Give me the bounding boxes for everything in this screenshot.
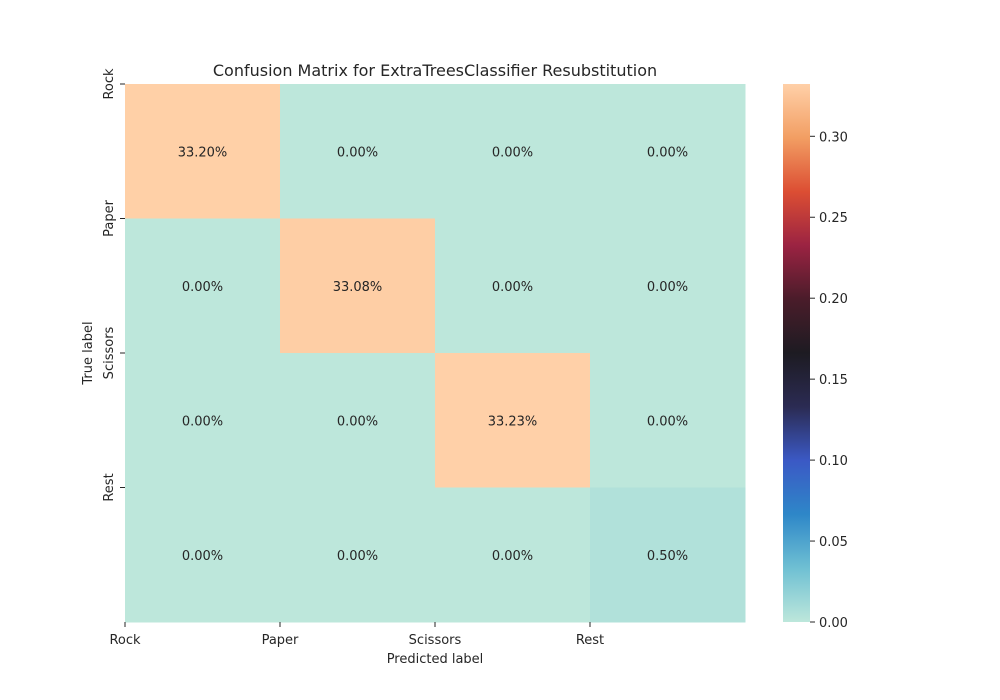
heatmap-cell (590, 84, 746, 219)
heatmap-cell (435, 487, 591, 623)
x-tick-label: Rock (109, 633, 141, 648)
heatmap-cell (280, 353, 436, 488)
y-tick-label: Rest (102, 473, 117, 501)
heatmap-cell (125, 218, 281, 354)
cell-value-label: 0.00% (337, 414, 378, 429)
colorbar-tick-label: 0.15 (819, 373, 848, 388)
heatmap-cell (435, 353, 591, 488)
chart-title: Confusion Matrix for ExtraTreesClassifie… (213, 61, 657, 80)
cell-value-label: 0.00% (647, 280, 688, 295)
y-tick-label: Rock (102, 68, 117, 100)
x-axis-label: Predicted label (387, 652, 484, 667)
y-tick-label: Paper (102, 199, 117, 236)
colorbar (783, 84, 810, 622)
cell-value-label: 33.20% (178, 145, 228, 160)
cell-value-label: 0.00% (182, 414, 223, 429)
x-axis-ticks: Rock Paper Scissors Rest (109, 622, 604, 648)
cell-value-label: 0.00% (337, 549, 378, 564)
cell-value-label: 0.00% (182, 280, 223, 295)
cell-value-label: 0.00% (647, 414, 688, 429)
y-axis-label: True label (81, 321, 96, 385)
heatmap-cell (125, 487, 281, 623)
heatmap-cells: 33.20% 0.00% 0.00% 0.00% 0.00% 33.08% 0.00% 0.0… (125, 84, 746, 623)
heatmap-cell (280, 84, 436, 219)
heatmap-cell (125, 353, 281, 488)
heatmap-cell (590, 353, 746, 488)
colorbar-tick-label: 0.00 (819, 616, 848, 631)
x-tick-label: Scissors (409, 633, 462, 648)
colorbar-tick-label: 0.05 (819, 535, 848, 550)
x-tick-label: Rest (576, 633, 604, 648)
cell-value-label: 33.23% (488, 414, 538, 429)
cell-value-label: 33.08% (333, 280, 383, 295)
colorbar-tick-label: 0.20 (819, 292, 848, 307)
y-axis-ticks: Rock Paper Scissors Rest (102, 68, 125, 502)
heatmap-cell (125, 84, 281, 219)
heatmap-cell (280, 218, 436, 354)
colorbar-tick-label: 0.25 (819, 211, 848, 226)
cell-value-label: 0.00% (492, 549, 533, 564)
heatmap-cell (435, 218, 591, 354)
colorbar-tick-label: 0.10 (819, 454, 848, 469)
cell-value-label: 0.00% (337, 145, 378, 160)
cell-value-label: 0.00% (182, 549, 223, 564)
x-tick-label: Paper (262, 633, 299, 648)
cell-value-label: 0.00% (492, 145, 533, 160)
cell-value-label: 0.00% (647, 145, 688, 160)
colorbar-ticks: 0.00 0.05 0.10 0.15 0.20 0.25 0.30 (810, 130, 848, 631)
heatmap-cell (435, 84, 591, 219)
heatmap-cell (590, 218, 746, 354)
colorbar-tick-label: 0.30 (819, 130, 848, 145)
heatmap-cell (590, 487, 746, 623)
cell-value-label: 0.50% (647, 549, 688, 564)
y-tick-label: Scissors (102, 326, 117, 379)
heatmap-cell (280, 487, 436, 623)
cell-value-label: 0.00% (492, 280, 533, 295)
